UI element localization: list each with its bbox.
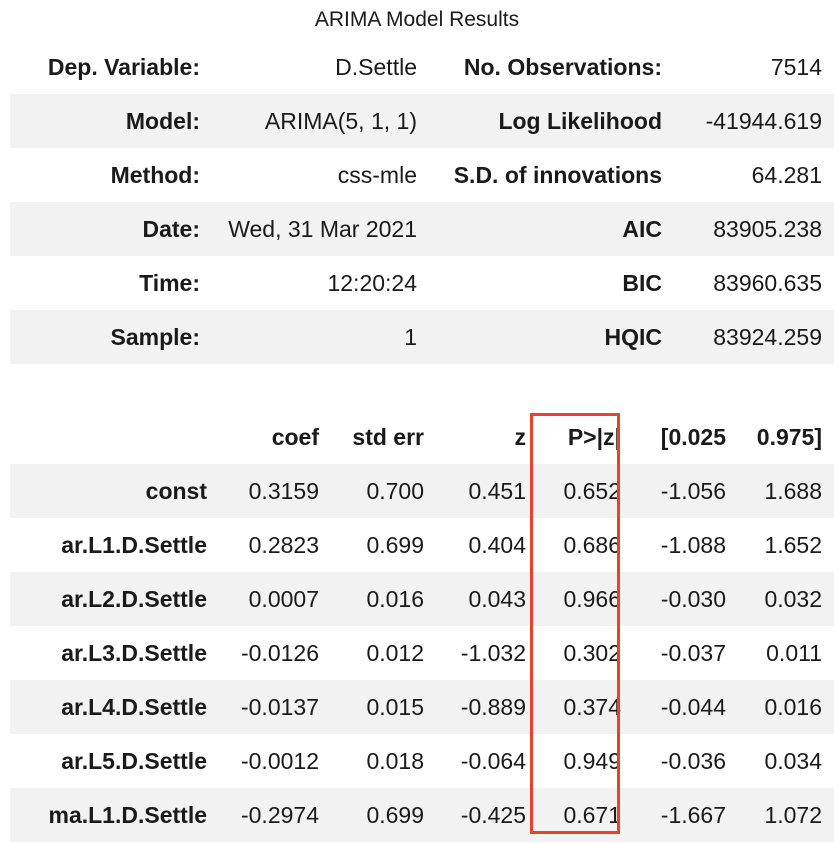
- summary-label: Log Likelihood: [498, 107, 662, 134]
- table-cell: 0.671: [563, 801, 621, 828]
- table-cell: -0.0012: [240, 747, 319, 774]
- summary-label: Time:: [139, 269, 200, 296]
- summary-value: ARIMA(5, 1, 1): [264, 107, 417, 134]
- table-cell: -0.2974: [240, 801, 319, 828]
- table-cell: 0.018: [366, 747, 424, 774]
- row-label: ar.L5.D.Settle: [61, 747, 207, 774]
- coefficient-header-row: coef std err z P>|z| [0.025 0.975]: [10, 410, 834, 464]
- table-cell: 0.699: [366, 801, 424, 828]
- table-row: ma.L1.D.Settle -0.2974 0.699 -0.425 0.67…: [10, 788, 834, 842]
- summary-label: BIC: [622, 269, 662, 296]
- table-cell: -1.667: [660, 801, 726, 828]
- summary-row: Dep. Variable: D.Settle No. Observations…: [10, 40, 834, 94]
- summary-label: HQIC: [604, 323, 663, 350]
- coefficient-table: coef std err z P>|z| [0.025 0.975] const…: [10, 410, 834, 842]
- table-cell: 0.016: [366, 585, 424, 612]
- table-cell: -0.044: [660, 693, 726, 720]
- summary-value: 7514: [770, 53, 822, 80]
- summary-label: Method:: [110, 161, 200, 188]
- summary-label: S.D. of innovations: [453, 161, 662, 188]
- table-cell: 0.652: [563, 477, 621, 504]
- table-cell: 1.652: [764, 531, 822, 558]
- table-cell: 0.016: [764, 693, 822, 720]
- summary-label: No. Observations:: [463, 53, 662, 80]
- summary-row: Method: css-mle S.D. of innovations 64.2…: [10, 148, 834, 202]
- table-cell: 0.700: [366, 477, 424, 504]
- summary-row: Model: ARIMA(5, 1, 1) Log Likelihood -41…: [10, 94, 834, 148]
- table-cell: 0.043: [468, 585, 526, 612]
- table-cell: 0.966: [563, 585, 621, 612]
- row-label: ar.L1.D.Settle: [61, 531, 207, 558]
- table-cell: 0.0007: [248, 585, 319, 612]
- table-row: ar.L4.D.Settle -0.0137 0.015 -0.889 0.37…: [10, 680, 834, 734]
- header-cell: P>|z|: [567, 423, 621, 450]
- table-cell: -0.036: [660, 747, 726, 774]
- table-cell: -0.889: [460, 693, 526, 720]
- table-cell: 0.699: [366, 531, 424, 558]
- table-cell: 0.404: [468, 531, 526, 558]
- table-cell: -0.037: [660, 639, 726, 666]
- header-cell: z: [514, 423, 527, 450]
- table-cell: 0.034: [764, 747, 822, 774]
- table-row: ar.L5.D.Settle -0.0012 0.018 -0.064 0.94…: [10, 734, 834, 788]
- summary-label: Dep. Variable:: [47, 53, 200, 80]
- summary-label: Sample:: [110, 323, 200, 350]
- table-cell: 0.302: [563, 639, 621, 666]
- summary-value: 83905.238: [713, 215, 822, 242]
- summary-value: -41944.619: [705, 107, 822, 134]
- table-cell: -0.0137: [240, 693, 319, 720]
- model-summary-table: Dep. Variable: D.Settle No. Observations…: [10, 40, 834, 364]
- table-cell: -1.056: [660, 477, 726, 504]
- summary-value: D.Settle: [335, 53, 417, 80]
- summary-value: 12:20:24: [327, 269, 417, 296]
- table-row: ar.L3.D.Settle -0.0126 0.012 -1.032 0.30…: [10, 626, 834, 680]
- table-cell: 0.032: [764, 585, 822, 612]
- summary-row: Time: 12:20:24 BIC 83960.635: [10, 256, 834, 310]
- table-cell: 0.012: [366, 639, 424, 666]
- summary-row: Date: Wed, 31 Mar 2021 AIC 83905.238: [10, 202, 834, 256]
- row-label: ar.L2.D.Settle: [61, 585, 207, 612]
- table-cell: 0.374: [563, 693, 621, 720]
- row-label: ar.L3.D.Settle: [61, 639, 207, 666]
- table-cell: -0.030: [660, 585, 726, 612]
- summary-row: Sample: 1 HQIC 83924.259: [10, 310, 834, 364]
- table-cell: 0.949: [563, 747, 621, 774]
- table-cell: -0.425: [460, 801, 526, 828]
- header-cell: coef: [271, 423, 319, 450]
- header-cell: 0.975]: [756, 423, 822, 450]
- summary-value: 83960.635: [713, 269, 822, 296]
- table-row: const 0.3159 0.700 0.451 0.652 -1.056 1.…: [10, 464, 834, 518]
- table-cell: 1.688: [764, 477, 822, 504]
- table-row: ar.L1.D.Settle 0.2823 0.699 0.404 0.686 …: [10, 518, 834, 572]
- summary-value: 83924.259: [713, 323, 822, 350]
- table-cell: -1.032: [460, 639, 526, 666]
- table-cell: -0.0126: [240, 639, 319, 666]
- row-label: ma.L1.D.Settle: [48, 801, 208, 828]
- summary-label: Model:: [125, 107, 200, 134]
- table-row: ar.L2.D.Settle 0.0007 0.016 0.043 0.966 …: [10, 572, 834, 626]
- summary-value: Wed, 31 Mar 2021: [228, 215, 417, 242]
- table-cell: 0.2823: [248, 531, 319, 558]
- table-cell: 0.451: [468, 477, 526, 504]
- table-cell: 0.011: [766, 639, 822, 666]
- row-label: ar.L4.D.Settle: [61, 693, 207, 720]
- header-cell: [10, 410, 209, 464]
- summary-value: 1: [404, 323, 417, 350]
- header-cell: [0.025: [660, 423, 726, 450]
- header-cell: std err: [352, 423, 424, 450]
- summary-value: css-mle: [337, 161, 417, 188]
- row-label: const: [145, 477, 207, 504]
- table-cell: 1.072: [764, 801, 822, 828]
- table-cell: 0.3159: [248, 477, 319, 504]
- table-cell: -0.064: [460, 747, 526, 774]
- table-cell: 0.015: [366, 693, 424, 720]
- summary-value: 64.281: [751, 161, 822, 188]
- table-cell: 0.686: [563, 531, 621, 558]
- table-caption: ARIMA Model Results: [314, 8, 520, 31]
- summary-label: AIC: [622, 215, 662, 242]
- summary-label: Date:: [142, 215, 200, 242]
- table-cell: -1.088: [660, 531, 726, 558]
